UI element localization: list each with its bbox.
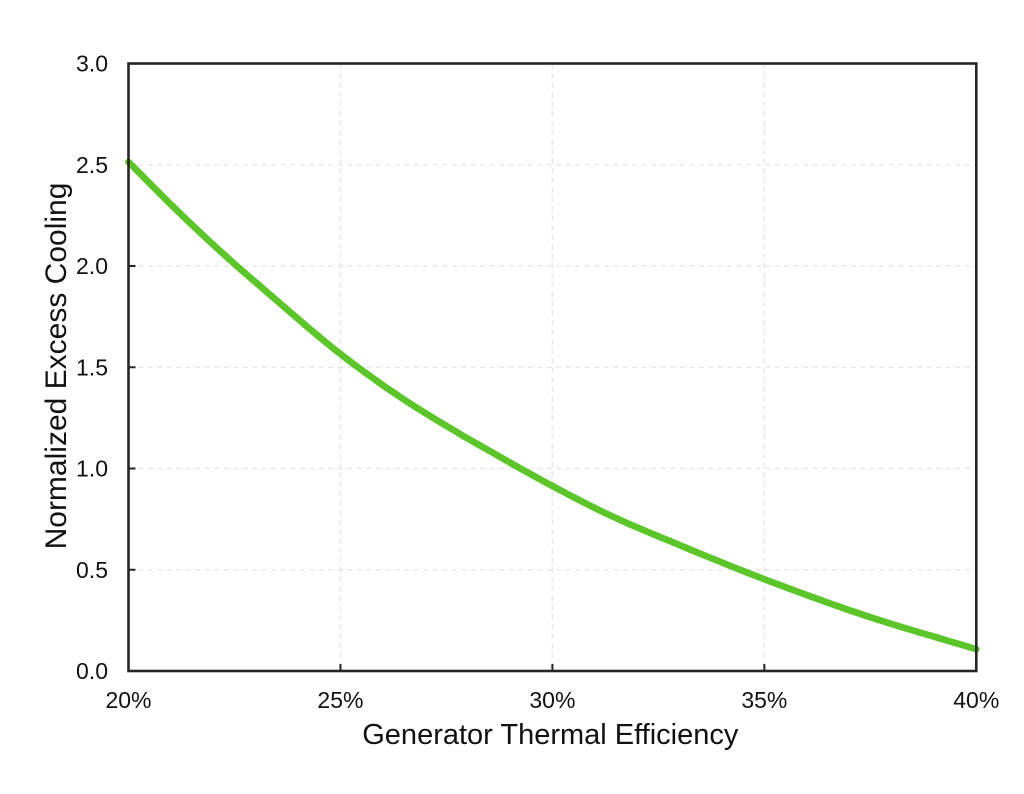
svg-text:25%: 25% [317, 687, 363, 713]
svg-text:0.5: 0.5 [76, 557, 108, 583]
svg-text:30%: 30% [529, 687, 575, 713]
svg-text:0.0: 0.0 [76, 658, 108, 684]
svg-text:2.5: 2.5 [76, 152, 108, 178]
svg-text:35%: 35% [741, 687, 787, 713]
svg-text:40%: 40% [953, 687, 999, 713]
svg-text:Normalized Excess Cooling: Normalized Excess Cooling [40, 183, 73, 550]
svg-text:Generator Thermal Efficiency: Generator Thermal Efficiency [362, 719, 739, 751]
svg-text:3.0: 3.0 [76, 51, 108, 77]
svg-text:20%: 20% [105, 687, 151, 713]
svg-text:1.5: 1.5 [76, 354, 108, 380]
svg-text:2.0: 2.0 [76, 253, 108, 279]
svg-text:1.0: 1.0 [76, 456, 108, 482]
